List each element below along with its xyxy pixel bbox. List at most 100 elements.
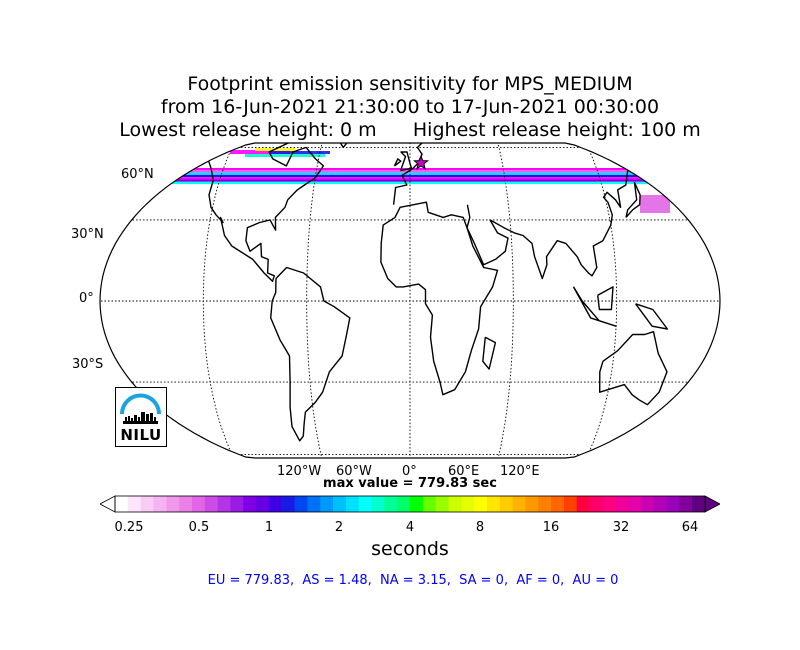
colorbar-cell (448, 496, 462, 512)
coastline (393, 158, 402, 167)
colorbar-cell (563, 496, 578, 512)
footprint-patch (640, 195, 670, 213)
colorbar-low-extend (100, 495, 116, 513)
colorbar-cell (499, 496, 514, 512)
colorbar-cell (371, 496, 385, 512)
coastline (399, 151, 413, 172)
footprint-patch (230, 150, 290, 154)
colorbar-tick: 2 (334, 520, 344, 535)
colorbar-tick: 32 (612, 520, 630, 535)
colorbar-cell (230, 496, 244, 512)
colorbar-tick: 16 (542, 520, 560, 535)
lat-label-0: 0° (79, 291, 94, 306)
colorbar-cell (653, 496, 668, 512)
colorbar-cell (538, 496, 552, 512)
colorbar-cell (166, 496, 180, 512)
colorbar-cell (384, 496, 398, 512)
colorbar-cell (217, 496, 231, 512)
colorbar-cell (551, 496, 565, 512)
footprint-band (160, 172, 660, 175)
coastline (249, 112, 302, 125)
colorbar-tick: 64 (681, 520, 699, 535)
colorbar-cell (358, 496, 373, 512)
colorbar-tick: 0.5 (188, 520, 210, 535)
colorbar-cell (615, 496, 629, 512)
colorbar-cell (256, 496, 270, 512)
coastline (597, 286, 614, 311)
lat-label-60n: 60°N (121, 167, 154, 182)
colorbar-cell (461, 496, 475, 512)
coastline (674, 394, 701, 423)
colorbar-cell (140, 496, 154, 512)
title-line-3: Lowest release height: 0 m Highest relea… (119, 119, 701, 141)
colorbar-cell (281, 496, 296, 512)
release-point-star-icon (412, 154, 430, 170)
colorbar-cell (666, 496, 680, 512)
footprint-band (160, 174, 660, 178)
colorbar-cell (422, 496, 437, 512)
colorbar-cell (474, 496, 488, 512)
colorbar-cell (435, 496, 449, 512)
colorbar-cell (679, 496, 693, 512)
colorbar-cell (692, 496, 706, 512)
colorbar-cell (576, 496, 591, 512)
colorbar-cell (602, 496, 616, 512)
title-line-1: Footprint emission sensitivity for MPS_M… (187, 73, 633, 95)
footprint-band (160, 179, 660, 182)
colorbar-cell (320, 496, 334, 512)
colorbar-cell (525, 496, 539, 512)
nilu-logo-text: NILU (120, 426, 162, 444)
coastline (376, 134, 391, 141)
colorbar-cell (628, 496, 642, 512)
colorbar-tick: 4 (405, 520, 415, 535)
lon-label-60w: 60°W (336, 464, 372, 479)
nilu-logo: NILU (115, 387, 167, 447)
colorbar-tick: 0.25 (114, 520, 144, 535)
graticule-meridian (306, 143, 344, 458)
coastline (625, 181, 641, 218)
colorbar-cell (204, 496, 219, 512)
colorbar-cell (115, 496, 129, 512)
lon-label-60e: 60°E (448, 464, 480, 479)
colorbar-cell (179, 496, 193, 512)
coastline (380, 201, 499, 396)
colorbar-cell (486, 496, 501, 512)
coastlines (156, 104, 701, 442)
colorbar-cell (640, 496, 655, 512)
colorbar (100, 495, 720, 513)
coastline (316, 143, 384, 149)
footprint-patch (245, 154, 325, 157)
coastline (482, 336, 497, 370)
coastline (270, 266, 351, 442)
lon-label-120e: 120°E (500, 464, 540, 479)
colorbar-cell (307, 496, 321, 512)
colorbar-cell (127, 496, 142, 512)
colorbar-frame (114, 495, 706, 513)
colorbar-label: seconds (371, 538, 449, 560)
colorbar-tick: 1 (264, 520, 274, 535)
lat-label-30n: 30°N (71, 227, 104, 242)
nilu-logo-graphic (120, 393, 161, 424)
colorbar-cell (153, 496, 167, 512)
lon-label-0: 0° (402, 464, 417, 479)
coastline (425, 104, 441, 110)
coastline (466, 143, 656, 280)
colorbar-cell (345, 496, 360, 512)
max-value-label: max value = 779.83 sec (323, 476, 497, 491)
colorbar-tick: 8 (475, 520, 485, 535)
colorbar-cell (589, 496, 603, 512)
lon-label-120w: 120°W (277, 464, 322, 479)
coastline (156, 143, 325, 282)
colorbar-cell (243, 496, 257, 512)
title-line-2: from 16-Jun-2021 21:30:00 to 17-Jun-2021… (160, 96, 660, 118)
colorbar-cell (268, 496, 283, 512)
coastline (635, 303, 669, 330)
colorbar-cell (512, 496, 526, 512)
region-summary: EU = 779.83, AS = 1.48, NA = 3.15, SA = … (207, 573, 619, 588)
footprint-patch (270, 151, 330, 154)
footprint-band (160, 181, 660, 185)
graticule-meridian (476, 143, 514, 458)
coastline (599, 331, 668, 406)
colorbar-cell (333, 496, 347, 512)
